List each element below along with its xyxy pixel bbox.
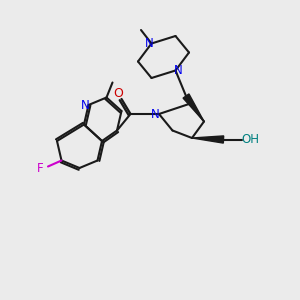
Text: O: O — [114, 87, 123, 100]
Text: N: N — [151, 107, 160, 121]
Text: N: N — [145, 37, 154, 50]
Polygon shape — [192, 136, 224, 143]
Text: N: N — [173, 64, 182, 77]
Text: F: F — [37, 161, 44, 175]
Text: OH: OH — [242, 133, 260, 146]
Text: N: N — [80, 99, 89, 112]
Polygon shape — [183, 94, 204, 122]
